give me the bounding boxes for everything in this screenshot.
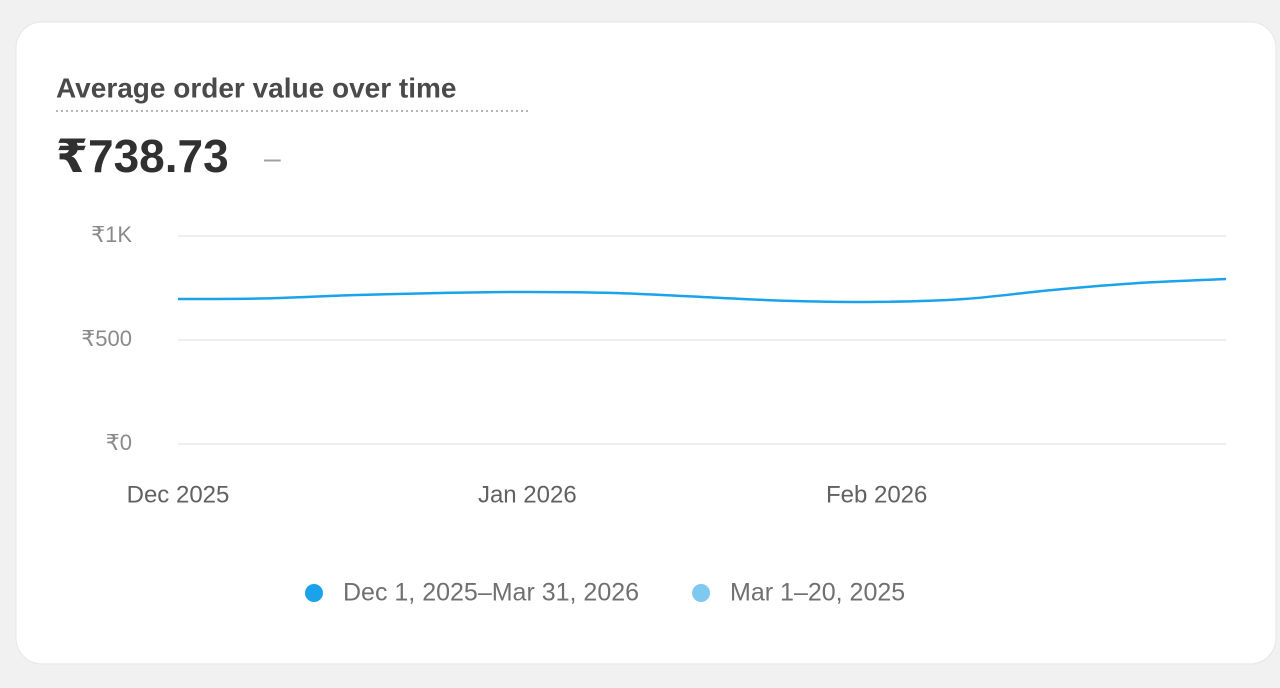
card	[15, 21, 1277, 665]
legend-label: Dec 1, 2025–Mar 31, 2026	[343, 579, 639, 607]
series-line	[177, 277, 1227, 304]
legend-marker	[305, 584, 323, 602]
y-tick-label: ₹1K	[91, 222, 132, 247]
y-tick-label: ₹0	[106, 430, 132, 455]
headline-change: –	[264, 142, 281, 175]
legend-marker	[692, 584, 711, 602]
chart-title[interactable]: Average order value over time	[56, 72, 456, 103]
headline-value: ₹738.73	[56, 130, 229, 182]
x-tick-label: Jan 2026	[478, 481, 577, 508]
x-tick-label: Feb 2026	[826, 481, 927, 508]
x-tick-label: Dec 2025	[127, 481, 230, 508]
legend-label: Mar 1–20, 2025	[730, 579, 905, 607]
y-tick-label: ₹500	[81, 326, 132, 351]
